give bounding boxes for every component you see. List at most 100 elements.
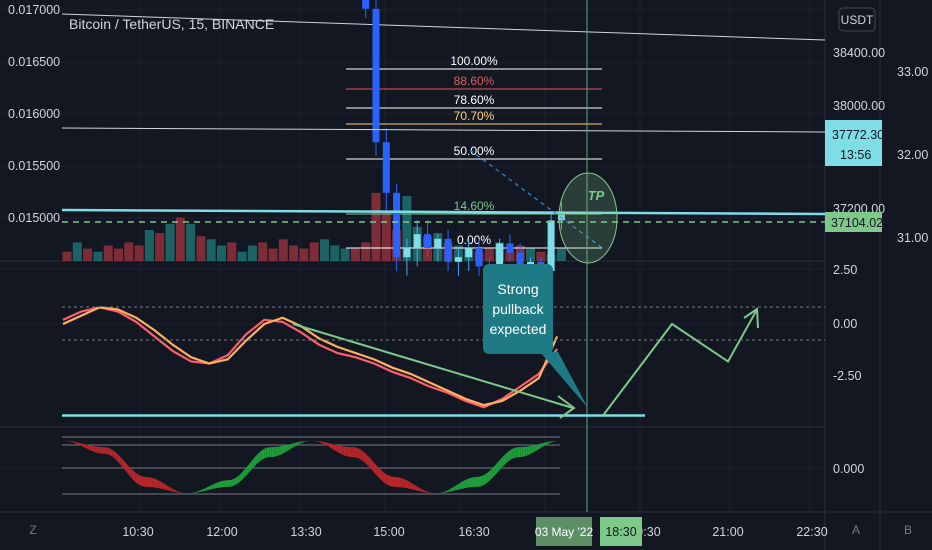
- lower-wave-segment: [122, 459, 126, 471]
- lower-wave-segment: [492, 464, 496, 478]
- b-button[interactable]: B: [904, 523, 912, 537]
- volume-bar: [340, 248, 350, 261]
- lower-wave-segment: [194, 491, 198, 493]
- lower-wave-segment: [261, 448, 265, 460]
- lower-wave-segment: [520, 447, 523, 458]
- last-price-text: 37772.30: [832, 128, 884, 142]
- volume-bar: [299, 248, 309, 261]
- lower-wave-segment: [249, 460, 252, 472]
- lower-wave-segment: [545, 441, 548, 446]
- volume-bar: [165, 223, 175, 261]
- volume-bar: [320, 239, 329, 261]
- lower-wave-segment: [512, 447, 516, 459]
- right-axis-label: 38400.00: [833, 46, 885, 60]
- left-axis-label: 0.016500: [8, 55, 60, 69]
- lower-wave-segment: [487, 470, 491, 483]
- candle-body: [547, 220, 555, 271]
- lower-wave-segment: [82, 443, 86, 449]
- lower-wave-segment: [127, 464, 131, 477]
- lower-wave-segment: [535, 444, 538, 452]
- lower-wave-segment: [378, 467, 382, 480]
- lower-wave-segment: [246, 463, 250, 475]
- left-axis-label: 0.015000: [8, 211, 60, 225]
- lower-wave-segment: [95, 446, 98, 453]
- volume-bar: [278, 239, 288, 261]
- volume-bar: [72, 242, 82, 261]
- support-line: [61, 208, 826, 216]
- lower-wave-segment: [453, 485, 456, 491]
- lower-wave-segment: [405, 479, 409, 489]
- fib-label: 70.70%: [454, 109, 495, 123]
- lower-wave-segment: [97, 446, 101, 454]
- lower-wave-segment: [527, 446, 531, 456]
- oscillator-pane: [62, 306, 759, 419]
- volume-bar: [124, 242, 134, 261]
- candle-body: [475, 248, 483, 267]
- volume-bar: [350, 248, 360, 261]
- lower-wave-segment: [418, 487, 421, 492]
- candle-body: [413, 234, 421, 248]
- lower-wave-segment: [80, 443, 83, 447]
- lower-wave-segment: [251, 457, 255, 470]
- lower-wave-segment: [313, 440, 317, 442]
- lower-wave-segment: [105, 447, 108, 455]
- lower-wave-segment: [274, 446, 277, 457]
- lower-wave-segment: [177, 491, 180, 493]
- chart-title: Bitcoin / TetherUS, 15, BINANCE: [69, 16, 274, 32]
- lower-wave-segment: [388, 475, 392, 487]
- time-axis-label: 21:00: [712, 525, 743, 539]
- lower-wave-segment: [135, 472, 138, 484]
- volume-bar: [186, 223, 196, 261]
- volume-bar: [309, 242, 319, 261]
- callout-box: Strong pullback expected: [483, 264, 588, 408]
- lower-wave-segment: [169, 487, 173, 492]
- level-badge: [825, 212, 882, 232]
- projection-zigzag: [602, 308, 758, 417]
- lower-wave-segment: [376, 464, 379, 478]
- lower-wave-segment: [423, 489, 426, 493]
- downtrend-arrowhead: [557, 395, 576, 419]
- z-button[interactable]: Z: [29, 523, 36, 537]
- volume-bar: [62, 251, 72, 261]
- lower-wave-segment: [386, 474, 389, 486]
- lower-wave-segment: [507, 450, 511, 462]
- time-axis-label: 16:30: [458, 525, 489, 539]
- candle-body: [362, 0, 370, 9]
- lower-wave-segment: [373, 462, 377, 475]
- lower-wave-segment: [110, 448, 113, 457]
- lower-wave-segment: [259, 450, 262, 462]
- fib-label: 14.60%: [454, 199, 495, 213]
- lower-wave-segment: [477, 476, 481, 487]
- lower-wave-segment: [164, 484, 168, 491]
- lower-wave-segment: [296, 441, 300, 446]
- lower-wave-segment: [400, 477, 404, 488]
- lower-wave-segment: [420, 488, 424, 493]
- lower-wave-segment: [254, 454, 257, 467]
- lower-wave-segment: [463, 479, 466, 489]
- grid: [0, 0, 825, 512]
- lower-wave-segment: [361, 450, 364, 462]
- time-axis-label: 22:30: [796, 525, 827, 539]
- lower-wave-segment: [351, 447, 354, 458]
- lower-wave-segment: [159, 481, 163, 490]
- volume-bar: [330, 245, 340, 261]
- lower-wave-segment: [356, 447, 359, 459]
- volume-bar: [371, 192, 381, 261]
- candle-body: [434, 238, 442, 248]
- lower-wave-segment: [92, 446, 96, 453]
- lower-wave-segment: [286, 444, 290, 452]
- lower-wave-segment: [239, 472, 242, 483]
- lower-wave-segment: [470, 477, 474, 488]
- currency-badge: [838, 7, 876, 32]
- lower-wave-segment: [125, 462, 128, 474]
- fib-label: 78.60%: [454, 93, 495, 107]
- lower-wave-segment: [90, 445, 93, 452]
- lower-wave-segment: [77, 442, 81, 446]
- lower-wave-segment: [482, 474, 486, 486]
- lower-wave-segment: [510, 448, 513, 460]
- lower-wave-segment: [107, 447, 111, 456]
- lower-wave-segment: [537, 443, 541, 450]
- candle-body: [382, 142, 390, 193]
- a-button[interactable]: A: [852, 523, 860, 537]
